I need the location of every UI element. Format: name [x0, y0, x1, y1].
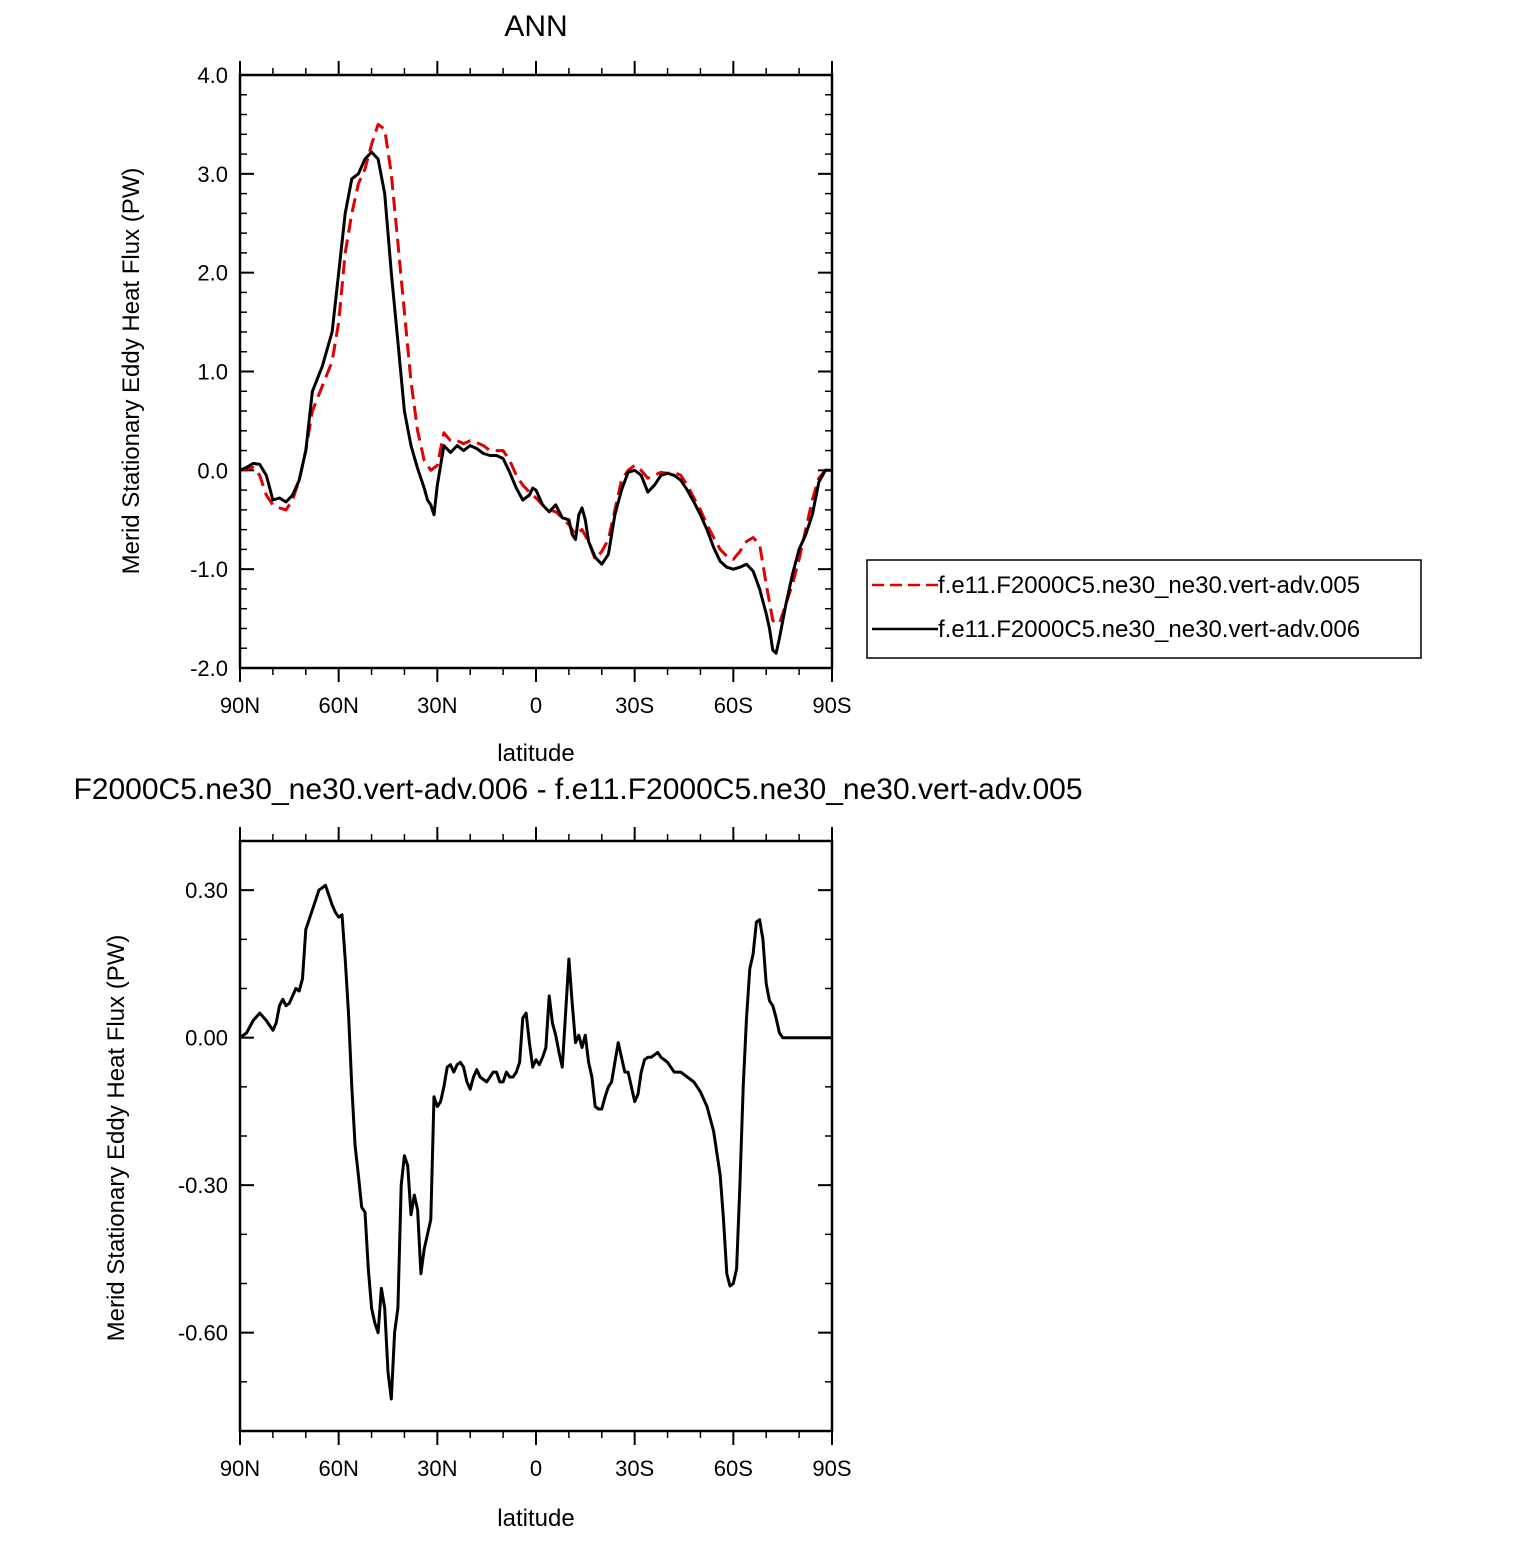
bottom-y-tick-label: -0.60: [178, 1321, 228, 1346]
top-y-axis-label: Merid Stationary Eddy Heat Flux (PW): [118, 168, 145, 575]
bottom-x-tick-label: 0: [530, 1456, 542, 1481]
bottom-y-tick-label: 0.00: [185, 1026, 228, 1051]
top-panel: ANN 4.0 3.0 2.0 1.0 0.0 -1.0 -2.0 90N 60N 30N 0 30…: [118, 10, 1422, 767]
top-series-line-2: [239, 150, 832, 655]
bottom-panel: F2000C5.ne30_ne30.vert-adv.006 - f.e11.F…: [73, 773, 1082, 1532]
bottom-series-line-1: [239, 883, 832, 1401]
bottom-x-tick-label: 90S: [812, 1456, 851, 1481]
top-x-tick-label: 90N: [220, 693, 260, 718]
top-x-axis-label: latitude: [497, 740, 574, 767]
top-y-ticks: 4.0 3.0 2.0 1.0 0.0 -1.0 -2.0: [190, 63, 832, 681]
top-y-tick-label: 4.0: [197, 63, 228, 88]
bottom-x-axis-label: latitude: [497, 1505, 574, 1532]
top-y-tick-label: 3.0: [197, 162, 228, 187]
top-x-tick-label: 60S: [714, 693, 753, 718]
bottom-y-tick-label: 0.30: [185, 878, 228, 903]
top-y-tick-label: -2.0: [190, 656, 228, 681]
legend-box: [866, 559, 1422, 659]
legend: f.e11.F2000C5.ne30_ne30.vert-adv.005 f.e…: [866, 559, 1422, 659]
bottom-plot-frame: [238, 839, 834, 1433]
bottom-x-tick-label: 60S: [714, 1456, 753, 1481]
top-y-tick-label: 2.0: [197, 261, 228, 286]
bottom-y-tick-label: -0.30: [178, 1173, 228, 1198]
top-x-tick-label: 90S: [812, 693, 851, 718]
top-x-tick-label: 30N: [417, 693, 457, 718]
top-x-tick-label: 60N: [318, 693, 358, 718]
top-y-tick-label: 1.0: [197, 360, 228, 385]
bottom-chart-title: F2000C5.ne30_ne30.vert-adv.006 - f.e11.F…: [73, 773, 1082, 806]
top-series-line-1: [239, 122, 832, 625]
bottom-x-ticks: 90N 60N 30N 0 30S 60S 90S: [220, 827, 852, 1481]
bottom-x-tick-label: 30S: [615, 1456, 654, 1481]
bottom-y-ticks: 0.30 0.00 -0.30 -0.60: [178, 840, 832, 1432]
top-y-tick-label: -1.0: [190, 557, 228, 582]
top-y-tick-label: 0.0: [197, 458, 228, 483]
top-chart-title: ANN: [504, 10, 567, 43]
legend-label-series-2: f.e11.F2000C5.ne30_ne30.vert-adv.006: [938, 616, 1360, 643]
bottom-x-tick-label: 30N: [417, 1456, 457, 1481]
bottom-x-tick-label: 90N: [220, 1456, 260, 1481]
legend-label-series-1: f.e11.F2000C5.ne30_ne30.vert-adv.005: [938, 572, 1360, 599]
bottom-y-axis-label: Merid Stationary Eddy Heat Flux (PW): [103, 935, 130, 1342]
bottom-x-tick-label: 60N: [318, 1456, 358, 1481]
top-x-ticks: 90N 60N 30N 0 30S 60S 90S: [220, 61, 852, 718]
top-series-lines: [239, 122, 832, 655]
top-x-tick-label: 0: [530, 693, 542, 718]
bottom-series-lines: [239, 883, 832, 1401]
top-x-tick-label: 30S: [615, 693, 654, 718]
